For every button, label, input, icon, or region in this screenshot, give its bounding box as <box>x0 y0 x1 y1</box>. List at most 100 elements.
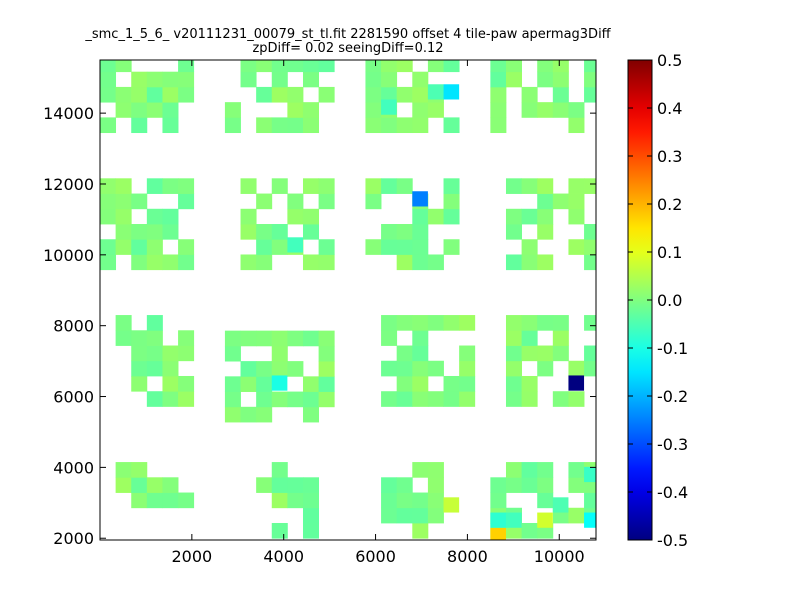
heatmap-cell <box>521 522 538 539</box>
heatmap-cell <box>178 345 195 362</box>
heatmap-cell <box>240 330 257 347</box>
heatmap-cell <box>552 193 569 210</box>
heatmap-cell <box>287 193 304 210</box>
heatmap-cell <box>365 86 382 103</box>
heatmap-cell <box>505 60 522 73</box>
colorbar-tick-label: 0.1 <box>657 243 682 262</box>
heatmap-cell <box>115 462 132 478</box>
heatmap-cell <box>396 360 413 377</box>
heatmap-cell <box>521 86 538 103</box>
heatmap-cell <box>162 178 179 194</box>
heatmap-cell <box>427 360 444 377</box>
heatmap-cell <box>427 315 444 331</box>
heatmap-cell <box>256 224 273 240</box>
heatmap-cell <box>240 224 257 240</box>
heatmap-cell-highlight <box>505 512 522 528</box>
heatmap-cell <box>287 477 304 493</box>
heatmap-cell <box>396 178 413 194</box>
heatmap-cell <box>271 391 288 408</box>
heatmap-cell <box>381 360 398 377</box>
heatmap-cell <box>505 345 522 362</box>
heatmap-cell <box>271 477 288 493</box>
heatmap-cell <box>381 117 398 134</box>
heatmap-cell <box>490 71 507 88</box>
colorbar-tick-label: 0.4 <box>657 99 682 118</box>
heatmap-cell <box>146 102 163 118</box>
heatmap-cell <box>443 391 460 407</box>
heatmap-cell <box>224 102 241 118</box>
heatmap-cell <box>271 224 288 240</box>
heatmap-cell <box>537 224 554 240</box>
heatmap-cell <box>443 117 460 134</box>
heatmap-cell <box>365 102 382 118</box>
heatmap-cell-highlight <box>271 375 288 391</box>
heatmap-cell <box>412 224 429 240</box>
heatmap-cell <box>521 254 538 271</box>
heatmap-cell <box>459 315 476 331</box>
heatmap-cell <box>256 86 273 103</box>
heatmap-cell <box>521 391 538 407</box>
heatmap-cell <box>256 193 273 210</box>
heatmap-cell <box>427 391 444 407</box>
colorbar-tick-label: 0.3 <box>657 147 682 166</box>
heatmap-cell <box>318 86 335 103</box>
heatmap-cell <box>302 60 320 73</box>
heatmap-cell <box>490 492 507 509</box>
heatmap-cell <box>537 360 554 377</box>
heatmap-cell <box>490 60 507 73</box>
heatmap-cell <box>505 462 522 478</box>
heatmap-cell-highlight <box>412 191 428 207</box>
heatmap-cell <box>443 193 460 210</box>
heatmap-cell <box>302 178 320 194</box>
heatmap-cell <box>490 102 507 118</box>
heatmap-cell <box>178 86 195 103</box>
heatmap-cell <box>412 86 429 103</box>
colorbar-tick-label: -0.4 <box>657 483 688 502</box>
heatmap-cell <box>146 477 163 493</box>
heatmap-cell <box>396 224 413 240</box>
heatmap-cell <box>537 345 554 362</box>
heatmap-cell <box>396 477 413 493</box>
heatmap-cell <box>162 71 179 88</box>
heatmap-cell <box>302 254 320 271</box>
heatmap-cell <box>146 330 163 346</box>
heatmap-cell <box>131 492 148 509</box>
heatmap-cell <box>224 117 241 134</box>
heatmap-cell <box>162 375 179 392</box>
heatmap-cell <box>162 117 179 134</box>
heatmap-cell <box>427 477 444 493</box>
heatmap-cell <box>584 360 597 377</box>
heatmap-cell <box>412 507 429 524</box>
heatmap-cell <box>427 60 444 73</box>
heatmap-cell <box>568 178 585 194</box>
heatmap-cell <box>459 360 476 377</box>
heatmap-cell-highlight <box>537 512 553 528</box>
heatmap-cell <box>584 224 597 240</box>
heatmap-cell <box>505 178 522 194</box>
heatmap-cell <box>381 391 398 407</box>
heatmap-cell <box>459 391 476 407</box>
heatmap-cell <box>396 86 413 103</box>
heatmap-cell <box>318 239 335 255</box>
heatmap-cell <box>381 239 398 255</box>
heatmap-cell <box>302 477 320 493</box>
heatmap-cell <box>240 376 257 392</box>
heatmap-cell-highlight <box>584 512 596 528</box>
heatmap-cell <box>584 254 597 271</box>
heatmap-cell <box>162 477 179 493</box>
heatmap-cell <box>115 477 132 493</box>
heatmap-cell <box>240 254 257 271</box>
y-tick-label: 10000 <box>43 246 94 265</box>
heatmap-cell <box>302 406 320 423</box>
heatmap-cell <box>490 86 507 103</box>
heatmap-cell <box>412 522 429 539</box>
x-tick-label: 4000 <box>263 547 304 566</box>
heatmap-cell <box>505 330 522 346</box>
y-tick-label: 14000 <box>43 104 94 123</box>
heatmap-cell <box>178 330 195 346</box>
heatmap-cell <box>162 254 179 271</box>
heatmap-cell <box>521 375 538 392</box>
heatmap-cell <box>256 239 273 255</box>
heatmap-cell-highlight <box>584 466 596 483</box>
